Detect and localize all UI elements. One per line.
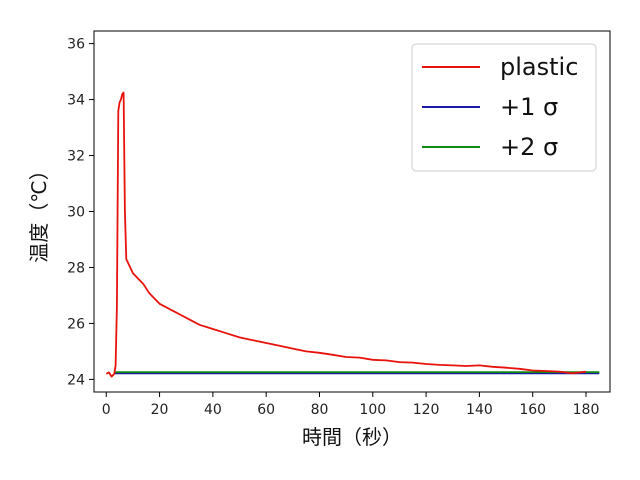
y-axis-ticks: 24 26 28 30 32 34 36 bbox=[67, 37, 94, 388]
x-tick-label: 20 bbox=[151, 402, 169, 418]
x-tick-label: 40 bbox=[204, 402, 222, 418]
x-tick-label: 160 bbox=[519, 402, 546, 418]
y-tick-label: 28 bbox=[67, 260, 85, 276]
x-tick-label: 120 bbox=[413, 402, 440, 418]
legend-label: +1 σ bbox=[500, 93, 558, 121]
plot-lines bbox=[105, 91, 600, 378]
legend-label: plastic bbox=[500, 53, 578, 81]
y-tick-label: 34 bbox=[67, 93, 85, 109]
y-tick-label: 32 bbox=[67, 149, 85, 165]
x-axis-label: 時間（秒） bbox=[302, 425, 402, 449]
y-tick-label: 30 bbox=[67, 205, 85, 221]
y-tick-label: 26 bbox=[67, 316, 85, 332]
x-tick-label: 60 bbox=[257, 402, 275, 418]
x-tick-label: 0 bbox=[102, 402, 111, 418]
legend-label: +2 σ bbox=[500, 133, 558, 161]
x-tick-label: 140 bbox=[466, 402, 493, 418]
x-tick-label: 80 bbox=[311, 402, 329, 418]
series-line-0 bbox=[105, 91, 587, 378]
y-tick-label: 36 bbox=[67, 37, 85, 53]
legend-box bbox=[411, 43, 597, 172]
legend: plastic +1 σ +2 σ bbox=[411, 43, 597, 172]
x-tick-label: 100 bbox=[359, 402, 386, 418]
x-axis-ticks: 0 20 40 60 80 100 120 140 160 180 bbox=[102, 392, 600, 418]
x-tick-label: 180 bbox=[573, 402, 600, 418]
y-axis-label: 温度（℃） bbox=[27, 160, 51, 262]
y-tick-label: 24 bbox=[67, 372, 85, 388]
